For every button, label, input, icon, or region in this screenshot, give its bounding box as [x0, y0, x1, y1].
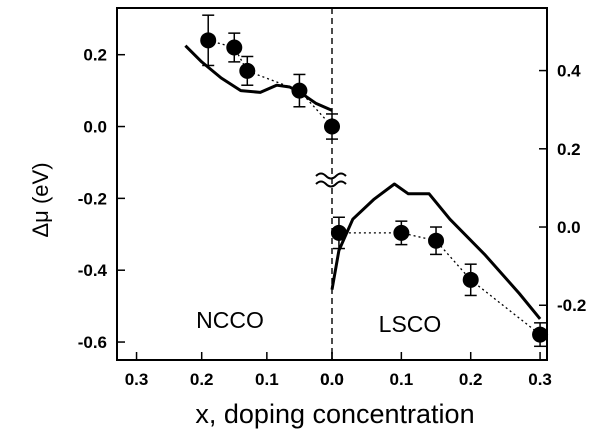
axis-break-upper: [315, 172, 347, 180]
data-point: [462, 263, 479, 297]
data-marker: [393, 224, 410, 241]
theory-curve-lsco: [330, 182, 542, 320]
axis-break-lower: [315, 180, 347, 188]
x-axis-tick-label: 0.3: [528, 370, 552, 389]
region-label-ncco: NCCO: [196, 307, 264, 333]
data-point: [330, 216, 347, 250]
data-point: [239, 55, 256, 86]
x-axis-tick-label: 0.1: [390, 370, 414, 389]
dotted-guide-ncco: [208, 39, 333, 127]
x-axis-tick-label: 0.3: [125, 370, 149, 389]
data-marker: [324, 118, 340, 135]
data-marker: [226, 39, 243, 56]
dotted-guides: [208, 39, 541, 336]
labels: NCCO LSCO x, doping concentration Δμ (eV…: [28, 162, 475, 429]
region-label-lsco: LSCO: [379, 311, 442, 337]
data-point: [324, 113, 340, 140]
x-axis-tick-label: 0.1: [255, 370, 279, 389]
x-axis-tick-label: 0.0: [320, 370, 344, 389]
data-marker: [428, 232, 445, 249]
dotted-guide-lsco: [338, 232, 541, 336]
data-marker: [462, 271, 479, 288]
data-point: [428, 226, 445, 256]
data-points: [200, 14, 549, 348]
data-point: [200, 14, 217, 67]
left-axis-tick-label: 0.0: [83, 118, 107, 137]
axis-ticks: 0.2 0.0 -0.2 -0.4 -0.6 0.4 0.2 0.0 -0.2 0.3 0.2 0.1…: [78, 46, 587, 389]
x-axis-tick-label: 0.0: [320, 370, 344, 389]
theory-curve-ncco: [184, 44, 333, 112]
data-point: [532, 322, 549, 348]
data-marker: [239, 62, 256, 79]
data-marker: [200, 32, 217, 49]
left-axis-tick-label: -0.6: [78, 333, 107, 352]
right-axis-tick-label: 0.0: [557, 218, 581, 237]
data-point: [291, 73, 308, 108]
data-marker: [532, 326, 549, 343]
zero-divider: [315, 8, 347, 360]
data-marker: [330, 224, 347, 241]
right-axis-tick-label: 0.4: [557, 62, 581, 81]
left-axis-tick-label: -0.4: [78, 261, 108, 280]
left-axis-tick-label: -0.2: [78, 189, 107, 208]
data-point: [226, 32, 243, 63]
theory-curves: [184, 44, 542, 320]
left-axis-tick-label: 0.2: [83, 46, 107, 65]
x-axis-label: x, doping concentration: [195, 399, 474, 429]
x-axis-tick-label: 0.2: [190, 370, 214, 389]
x-axis-tick-label: 0.2: [459, 370, 483, 389]
data-point: [393, 220, 410, 246]
data-marker: [291, 82, 308, 99]
right-axis-tick-label: -0.2: [557, 296, 586, 315]
right-axis-tick-label: 0.2: [557, 140, 581, 159]
y-axis-label: Δμ (eV): [28, 162, 53, 237]
